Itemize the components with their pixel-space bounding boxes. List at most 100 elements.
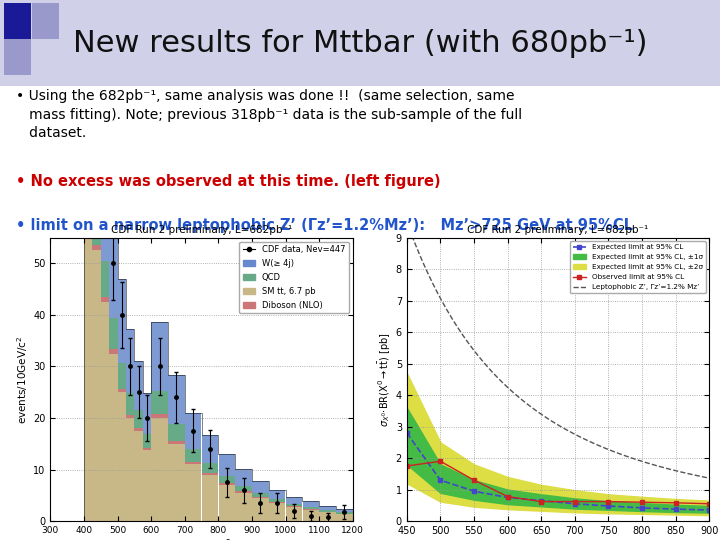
Bar [286,504,302,507]
Bar [4,39,31,75]
Bar [168,444,184,521]
Bar [235,469,252,485]
Bar [143,448,151,450]
Bar [336,512,353,514]
Title: CDF Run 2 preliminary, L=682pb⁻¹: CDF Run 2 preliminary, L=682pb⁻¹ [111,225,292,235]
Observed limit at 95% CL [705,501,714,507]
Bar [252,482,269,493]
Line: Observed limit at 95% CL: Observed limit at 95% CL [405,459,711,506]
Bar [202,435,218,463]
Bar [269,499,285,502]
Bar [252,498,269,521]
Bar [185,449,202,462]
Bar [143,434,151,448]
Bar [252,497,269,498]
Bar [286,497,302,504]
Observed limit at 95% CL [436,458,445,464]
Bar [109,354,117,521]
Bar [84,167,92,173]
Legend: Expected limit at 95% CL, Expected limit at 95% CL, ±1σ, Expected limit at 95% C: Expected limit at 95% CL, Expected limit… [570,241,706,293]
Bar [117,392,126,521]
Bar [235,492,252,521]
Bar [101,302,109,521]
Bar [168,375,184,424]
Bar [143,393,151,434]
Line: Leptophobic Z’, Γᴢ’=1.2% Mᴢ’: Leptophobic Z’, Γᴢ’=1.2% Mᴢ’ [407,222,720,481]
Bar [168,441,184,444]
Observed limit at 95% CL [604,498,613,505]
Bar [109,209,117,319]
Bar [302,507,319,509]
Bar [135,410,143,428]
Bar [320,512,336,521]
Bar [235,491,252,492]
Bar [84,173,92,521]
Bar [185,413,202,449]
Bar [32,3,59,39]
Bar [185,462,202,464]
Bar [320,510,336,512]
Expected limit at 95% CL [537,497,546,504]
Bar [109,349,117,354]
Bar [84,115,92,167]
Expected limit at 95% CL [469,488,478,495]
Bar [101,119,109,261]
Bar [202,473,218,475]
Expected limit at 95% CL [503,494,512,501]
Y-axis label: $\sigma_{X^0}$$\cdot$BR(X$^0$$\rightarrow$t$\bar{\rm t}$) [pb]: $\sigma_{X^0}$$\cdot$BR(X$^0$$\rightarro… [377,332,393,427]
Bar [4,3,31,39]
Bar [336,509,353,512]
Expected limit at 95% CL [570,501,579,507]
Bar [126,393,135,415]
Bar [117,389,126,392]
Bar [185,464,202,521]
Bar [235,485,252,491]
Expected limit at 95% CL [436,477,445,483]
Text: • Using the 682pb⁻¹, same analysis was done !!  (same selection, same
   mass fi: • Using the 682pb⁻¹, same analysis was d… [17,89,523,140]
Bar [252,493,269,497]
Observed limit at 95% CL [503,494,512,500]
Leptophobic Z’, Γᴢ’=1.2% Mᴢ’ [669,467,678,473]
Bar [202,475,218,521]
Bar [126,418,135,521]
Legend: CDF data, Nev=447, W(≥ 4j), QCD, SM tt, 6.7 pb, Diboson (NLO): CDF data, Nev=447, W(≥ 4j), QCD, SM tt, … [239,242,348,313]
Expected limit at 95% CL [705,507,714,514]
Expected limit at 95% CL [604,503,613,509]
Bar [92,14,101,207]
Expected limit at 95% CL [402,430,411,436]
Bar [151,414,168,418]
Bar [92,251,101,521]
Expected limit at 95% CL [671,506,680,512]
Bar [286,507,302,521]
Observed limit at 95% CL [537,498,546,505]
Bar [269,503,285,521]
X-axis label: M$_{t\bar{t}}$ [GeV/c$^2$]: M$_{t\bar{t}}$ [GeV/c$^2$] [168,538,235,540]
Bar [143,450,151,521]
Leptophobic Z’, Γᴢ’=1.2% Mᴢ’ [719,477,720,484]
Leptophobic Z’, Γᴢ’=1.2% Mᴢ’ [590,440,598,447]
Bar [151,418,168,521]
Bar [151,322,168,391]
Bar [84,0,92,115]
X-axis label: M$_{X_0}$ [GeV/c$^2$]: M$_{X_0}$ [GeV/c$^2$] [523,539,593,540]
Observed limit at 95% CL [570,498,579,505]
Observed limit at 95% CL [671,500,680,506]
Bar [135,428,143,431]
Text: • No excess was observed at this time. (left figure): • No excess was observed at this time. (… [17,174,441,189]
Bar [109,319,117,349]
Observed limit at 95% CL [402,463,411,469]
Text: • limit on a narrow leptophobic Z’ (Γᴢ’=1.2%Mᴢ’):   Mᴢ’>725 GeV at 95%CL: • limit on a narrow leptophobic Z’ (Γᴢ’=… [17,218,634,233]
Bar [269,490,285,499]
Expected limit at 95% CL [638,504,647,511]
Bar [168,424,184,441]
Bar [92,245,101,251]
Bar [219,485,235,521]
Bar [151,391,168,414]
Title: CDF Run 2 preliminary, L=682pb⁻¹: CDF Run 2 preliminary, L=682pb⁻¹ [467,225,649,235]
Leptophobic Z’, Γᴢ’=1.2% Mᴢ’ [402,219,411,225]
Bar [320,506,336,510]
Bar [219,483,235,485]
Bar [117,363,126,389]
Bar [269,502,285,503]
Observed limit at 95% CL [469,477,478,483]
